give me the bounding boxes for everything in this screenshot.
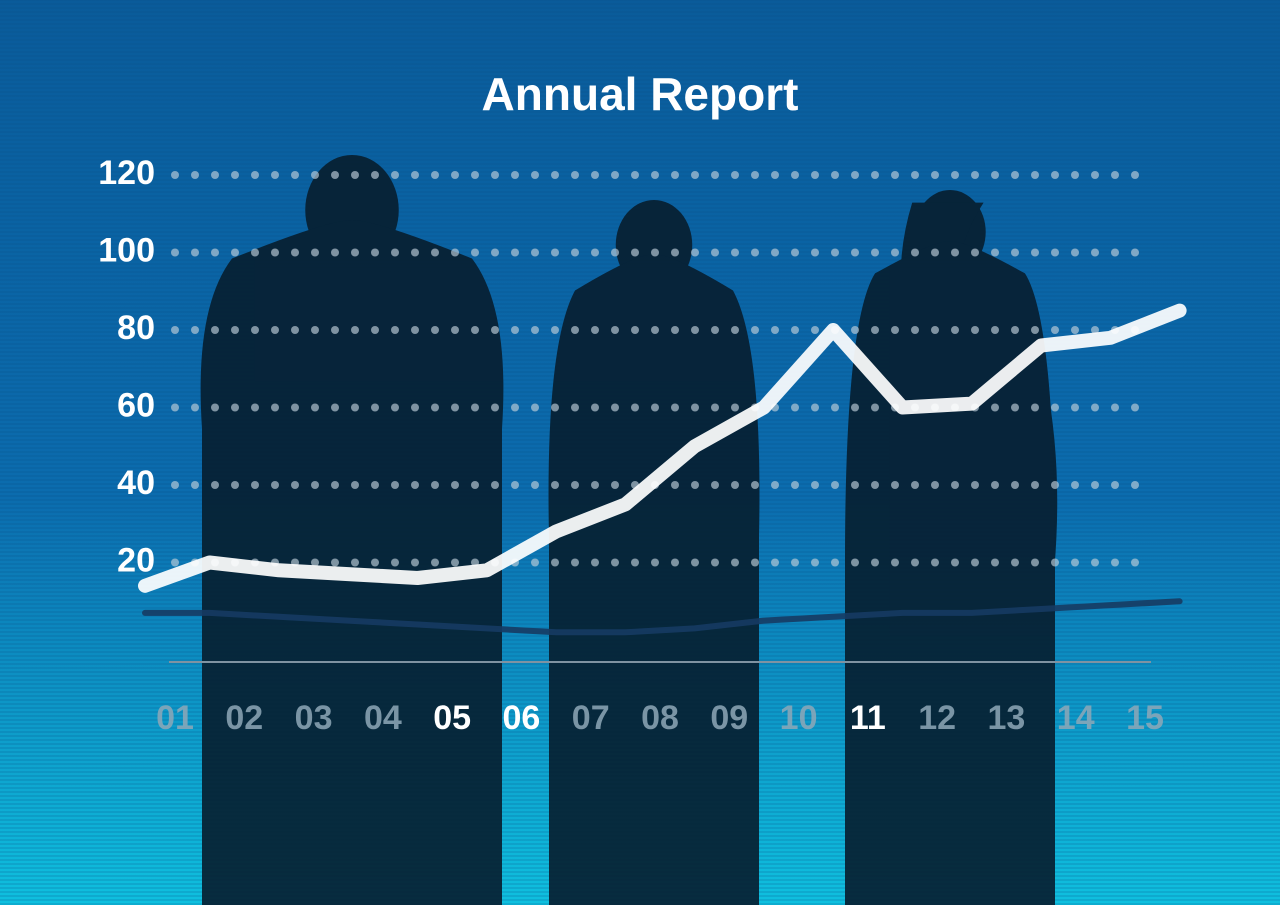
- svg-text:02: 02: [225, 699, 263, 737]
- svg-text:15: 15: [1126, 699, 1164, 737]
- svg-text:100: 100: [98, 231, 155, 269]
- svg-text:09: 09: [710, 699, 748, 737]
- annual-report-chart: 20 40 60 80 100 120 01 02 03 04 05 06 07 08 09 10 11 12 13…: [0, 0, 1280, 905]
- svg-text:13: 13: [988, 699, 1026, 737]
- chart-title: Annual Report: [482, 68, 799, 120]
- svg-text:40: 40: [117, 464, 155, 502]
- svg-text:60: 60: [117, 386, 155, 424]
- svg-text:04: 04: [364, 699, 402, 737]
- svg-text:14: 14: [1057, 699, 1095, 737]
- svg-text:10: 10: [780, 699, 818, 737]
- chart-svg: 20 40 60 80 100 120 01 02 03 04 05 06 07 08 09 10 11 12 13…: [0, 0, 1280, 905]
- silhouettes: [201, 155, 1058, 905]
- svg-text:20: 20: [117, 541, 155, 579]
- svg-text:03: 03: [295, 699, 333, 737]
- svg-text:120: 120: [98, 154, 155, 192]
- svg-text:08: 08: [641, 699, 679, 737]
- x-axis-labels: 01 02 03 04 05 06 07 08 09 10 11 12 13 14 15: [156, 699, 1164, 737]
- svg-text:11: 11: [850, 699, 886, 737]
- svg-text:80: 80: [117, 309, 155, 347]
- svg-text:06: 06: [503, 699, 541, 737]
- svg-text:05: 05: [433, 699, 471, 737]
- svg-text:07: 07: [572, 699, 610, 737]
- svg-text:12: 12: [918, 699, 956, 737]
- svg-text:01: 01: [156, 699, 194, 737]
